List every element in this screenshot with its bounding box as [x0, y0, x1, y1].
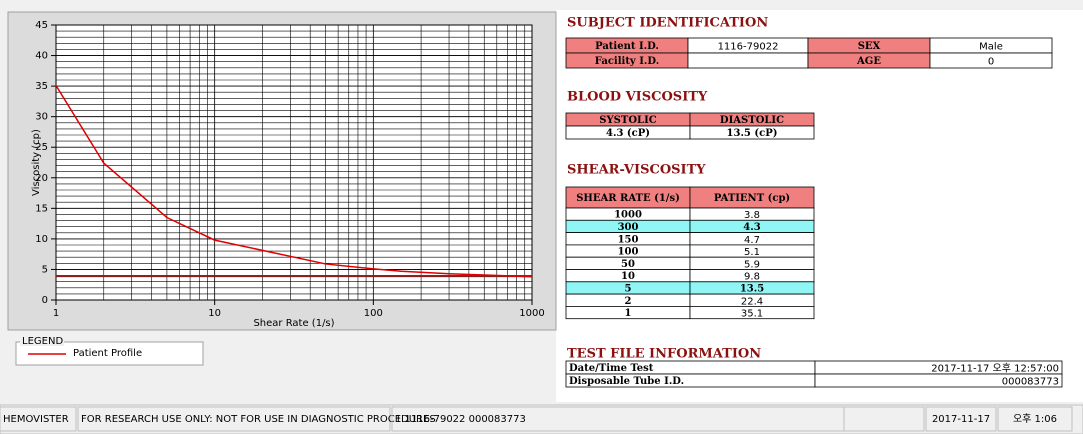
status-cell	[77, 406, 391, 432]
status-text: HEMOVISTER	[3, 414, 69, 425]
legend-box	[15, 341, 204, 366]
table-cell	[814, 373, 1063, 388]
y-tick-label: 25	[35, 142, 48, 153]
x-tick-label: 1	[53, 308, 59, 319]
cell-text: 0	[988, 57, 994, 68]
cell-text: DIASTOLIC	[720, 115, 784, 126]
section-title: SHEAR-VISCOSITY	[567, 163, 706, 178]
cell-text: Male	[979, 42, 1003, 53]
table-cell	[687, 52, 809, 69]
x-tick-label: 100	[364, 308, 383, 319]
cell-text: 35.1	[741, 309, 763, 320]
y-tick-label: 35	[35, 81, 48, 92]
cell-text: 000083773	[1002, 377, 1059, 388]
cell-text: 2017-11-17 오후 12:57:00	[931, 363, 1059, 375]
status-cell	[997, 406, 1073, 432]
y-tick-label: 40	[35, 51, 48, 62]
y-tick-label: 0	[42, 295, 48, 306]
cell-text: Date/Time Test	[569, 363, 654, 374]
status-cell	[391, 406, 845, 432]
cell-text: Facility I.D.	[595, 56, 659, 67]
y-tick-label: 15	[35, 203, 48, 214]
cell-text: 4.3	[743, 222, 760, 233]
cell-text: PATIENT (cp)	[714, 193, 790, 204]
cell-text: 4.7	[744, 235, 760, 246]
table-cell	[689, 125, 815, 140]
cell-text: AGE	[856, 56, 881, 67]
cell-text: 300	[618, 222, 639, 233]
cell-text: 22.4	[741, 296, 763, 307]
y-tick-label: 5	[42, 264, 48, 275]
cell-text: 100	[618, 247, 639, 258]
cell-text: 5.1	[744, 247, 760, 258]
legend-label: Patient Profile	[73, 348, 142, 359]
x-tick-label: 1000	[519, 308, 544, 319]
cell-text: 10	[621, 271, 635, 282]
table-cell	[929, 52, 1053, 69]
x-axis-label: Shear Rate (1/s)	[253, 318, 334, 329]
cell-text: SHEAR RATE (1/s)	[576, 193, 680, 204]
cell-text: 150	[618, 234, 639, 245]
y-tick-label: 10	[35, 234, 48, 245]
legend-title-bg	[20, 336, 64, 346]
cell-text: 3.8	[744, 210, 760, 221]
status-text: 2017-11-17	[932, 414, 990, 425]
cell-text: 1000	[614, 210, 642, 221]
cell-text: 13.5	[740, 283, 764, 294]
cell-text: SYSTOLIC	[599, 115, 656, 126]
cell-text: 2	[625, 296, 632, 307]
x-tick-label: 10	[208, 308, 221, 319]
cell-text: SEX	[858, 41, 881, 52]
section-title: BLOOD VISCOSITY	[567, 90, 708, 105]
data-line	[55, 85, 533, 278]
table-cell	[689, 305, 815, 320]
cell-text: 5	[625, 283, 632, 294]
status-cell	[0, 406, 77, 432]
plot-area	[55, 24, 533, 301]
status-text: 오후 1:06	[1013, 413, 1057, 425]
status-text: FOR RESEARCH USE ONLY: NOT FOR USE IN DI…	[81, 414, 436, 425]
cell-text: 4.3 (cP)	[606, 128, 650, 139]
cell-text: 9.8	[744, 272, 760, 283]
cell-text: 13.5 (cP)	[727, 128, 778, 139]
cell-text: 50	[621, 259, 635, 270]
cell-text: 1	[625, 308, 632, 319]
y-tick-label: 45	[35, 20, 48, 31]
cell-text: 1116-79022	[718, 42, 779, 53]
legend-title: LEGEND	[22, 336, 63, 347]
y-tick-label: 20	[35, 173, 48, 184]
status-cell	[925, 406, 997, 432]
status-bar	[0, 404, 1083, 434]
cell-text: Disposable Tube I.D.	[569, 376, 684, 387]
y-tick-label: 30	[35, 112, 48, 123]
y-axis-label: Viscosity (cp)	[31, 129, 42, 196]
status-text: 1 1116-79022 000083773	[395, 414, 526, 425]
cell-text: 5.9	[744, 259, 760, 270]
section-title: SUBJECT IDENTIFICATION	[567, 16, 768, 31]
section-title: TEST FILE INFORMATION	[567, 347, 761, 362]
cell-text: Patient I.D.	[595, 41, 659, 52]
